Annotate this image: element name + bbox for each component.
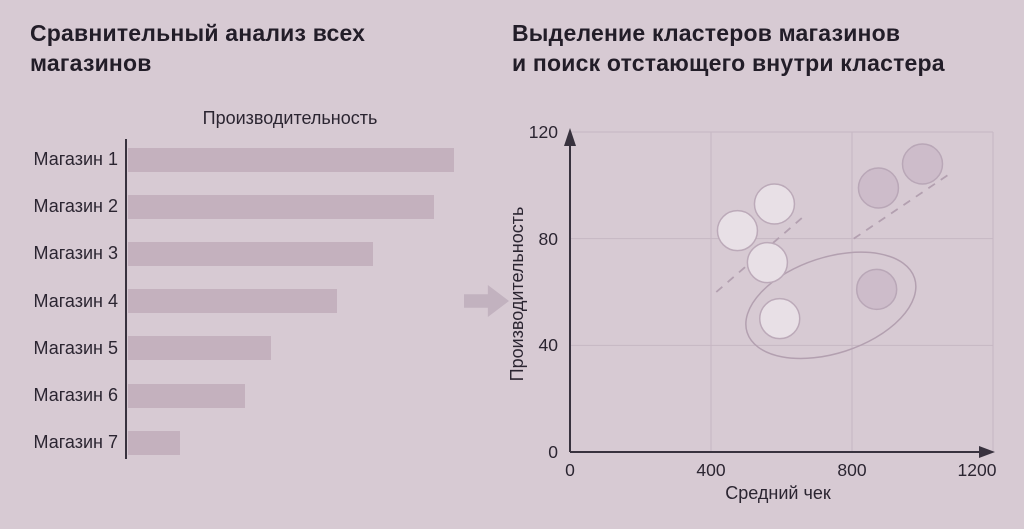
y-tick-label: 0 (548, 442, 558, 462)
scatter-point-cluster-left-light (753, 183, 796, 225)
bar-track (128, 289, 468, 314)
x-axis-arrowhead-icon (979, 446, 995, 458)
bar-category-label: Магазин 3 (33, 243, 118, 264)
bar-row: Магазин 4 (20, 278, 480, 325)
scatter-svg (564, 128, 995, 458)
y-tick-label: 40 (538, 335, 558, 356)
x-tick-label: 0 (565, 460, 575, 480)
x-tick-label: 1200 (957, 460, 997, 480)
scatter-point-cluster-left-light (716, 209, 759, 252)
y-tick-label: 80 (538, 228, 558, 249)
bar-row: Магазин 1 (20, 136, 480, 183)
scatter-chart: 0 40 80 120 0 400 800 1200 Производительность С… (500, 112, 1015, 522)
bar-row: Магазин 7 (20, 419, 480, 466)
scatter-y-axis-label: Производительность (507, 206, 527, 382)
bar-row: Магазин 2 (20, 183, 480, 230)
scatter-point-cluster-right-dark (855, 268, 898, 311)
right-panel-title-line2: и поиск отстающего внутри кластера (512, 50, 945, 76)
bar (128, 194, 435, 219)
bar (128, 241, 373, 266)
right-panel-title: Выделение кластеров магазинов и поиск от… (512, 18, 1017, 78)
bar (128, 289, 337, 314)
cluster-trend-dashed-line (853, 171, 953, 240)
bar-chart-y-axis-line (125, 139, 127, 459)
bar-track (128, 147, 468, 172)
left-panel-title-line1: Сравнительный анализ всех (30, 20, 366, 46)
bar (128, 430, 181, 455)
y-axis-arrowhead-icon (564, 128, 576, 146)
x-tick-label: 800 (837, 460, 867, 480)
scatter-point-cluster-right-dark (857, 167, 900, 209)
bar-category-label: Магазин 5 (33, 337, 118, 358)
right-panel-title-line1: Выделение кластеров магазинов (512, 20, 901, 46)
bar-category-label: Магазин 4 (33, 290, 118, 311)
bar-track (128, 383, 468, 408)
bar-category-label: Магазин 6 (33, 385, 118, 406)
y-tick-label: 120 (528, 122, 558, 142)
bar-chart: Производительность Магазин 1 Магазин 2 Маг… (20, 108, 480, 468)
bar-track (128, 194, 468, 219)
bar-track (128, 336, 468, 361)
bar-row: Магазин 6 (20, 372, 480, 419)
scatter-x-axis-label: Средний чек (725, 483, 831, 503)
left-panel-title-line2: магазинов (30, 50, 152, 76)
bar-category-label: Магазин 7 (33, 432, 118, 453)
scatter-point-cluster-left-light (746, 241, 789, 284)
cluster-trend-dashed-line (715, 216, 804, 293)
bar-track (128, 430, 468, 455)
bar-row: Магазин 3 (20, 230, 480, 277)
bar (128, 383, 246, 408)
x-tick-label: 400 (696, 460, 726, 480)
laggard-cluster-ellipse (745, 251, 917, 360)
scatter-point-cluster-left-light (758, 297, 801, 340)
bar (128, 336, 272, 361)
bar-rows: Магазин 1 Магазин 2 Магазин 3 Магазин 4 Мага… (20, 136, 480, 466)
bar-track (128, 241, 468, 266)
bar-row: Магазин 5 (20, 325, 480, 372)
bar (128, 147, 454, 172)
scatter-point-cluster-right-dark (901, 143, 944, 185)
left-panel-title: Сравнительный анализ всех магазинов (30, 18, 470, 78)
bar-category-label: Магазин 2 (33, 196, 118, 217)
bar-category-label: Магазин 1 (33, 149, 118, 170)
bar-chart-title: Производительность (202, 108, 378, 128)
